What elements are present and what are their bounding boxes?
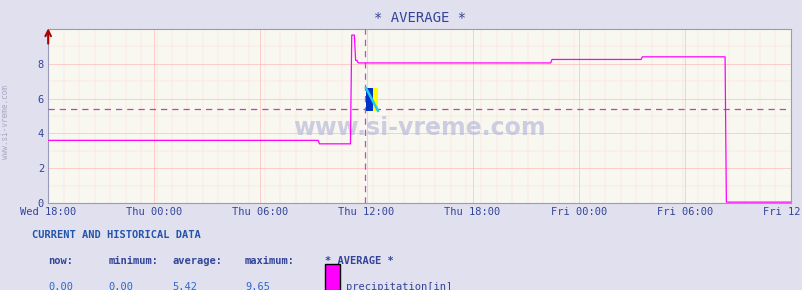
- Text: now:: now:: [48, 256, 73, 266]
- Text: average:: average:: [172, 256, 222, 266]
- Text: www.si-vreme.com: www.si-vreme.com: [1, 85, 10, 159]
- Text: 5.42: 5.42: [172, 282, 197, 290]
- Text: * AVERAGE *: * AVERAGE *: [325, 256, 394, 266]
- Text: 9.65: 9.65: [245, 282, 269, 290]
- Text: maximum:: maximum:: [245, 256, 294, 266]
- Text: www.si-vreme.com: www.si-vreme.com: [293, 116, 545, 140]
- Bar: [366, 88, 378, 111]
- Bar: [366, 88, 372, 111]
- Title: * AVERAGE *: * AVERAGE *: [373, 11, 465, 25]
- Text: 0.00: 0.00: [48, 282, 73, 290]
- Text: CURRENT AND HISTORICAL DATA: CURRENT AND HISTORICAL DATA: [32, 230, 200, 240]
- Text: precipitation[in]: precipitation[in]: [346, 282, 452, 290]
- Text: 0.00: 0.00: [108, 282, 133, 290]
- Text: minimum:: minimum:: [108, 256, 158, 266]
